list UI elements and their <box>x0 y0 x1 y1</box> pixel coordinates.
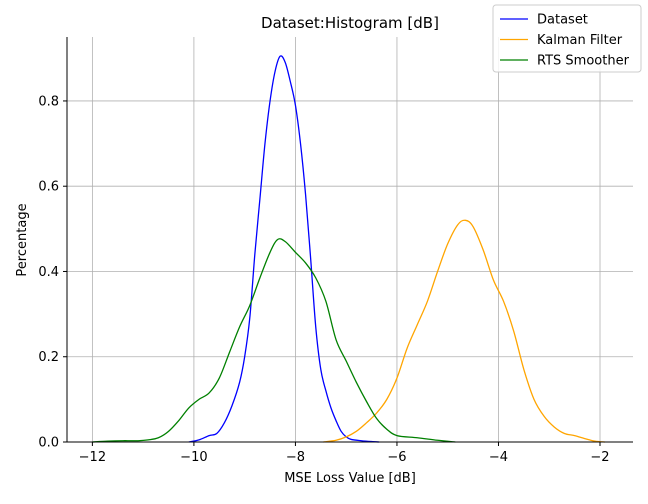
series-lines <box>92 55 606 443</box>
y-tick-label: 0.0 <box>38 436 59 451</box>
x-tick-label: −4 <box>489 450 508 465</box>
x-tick-label: −8 <box>286 450 305 465</box>
series-line-rts-smoother <box>92 238 456 443</box>
legend-label-kalman-filter: Kalman Filter <box>537 33 623 48</box>
x-axis-label: MSE Loss Value [dB] <box>284 471 416 486</box>
x-tick-label: −10 <box>180 450 207 465</box>
grid <box>67 37 633 443</box>
x-tick-label: −12 <box>79 450 106 465</box>
y-tick-label: 0.4 <box>38 265 59 280</box>
y-axis-label: Percentage <box>15 203 30 276</box>
y-tick-label: 0.2 <box>38 350 59 365</box>
series-line-kalman-filter <box>323 219 606 443</box>
legend: Dataset Kalman Filter RTS Smoother <box>492 4 642 73</box>
chart-title: Dataset:Histogram [dB] <box>261 14 439 32</box>
legend-label-rts-smoother: RTS Smoother <box>537 54 630 69</box>
x-tick-label: −2 <box>590 450 609 465</box>
y-tick-label: 0.8 <box>38 94 59 109</box>
series-line-dataset <box>188 55 380 443</box>
x-tick-label: −6 <box>387 450 406 465</box>
y-tick-label: 0.6 <box>38 180 59 195</box>
legend-frame <box>492 4 642 73</box>
axes <box>66 37 633 443</box>
legend-label-dataset: Dataset <box>537 13 588 28</box>
ticks: −12 −10 −8 −6 −4 −2 0.0 0.2 0.4 0.6 0.8 <box>38 94 609 465</box>
